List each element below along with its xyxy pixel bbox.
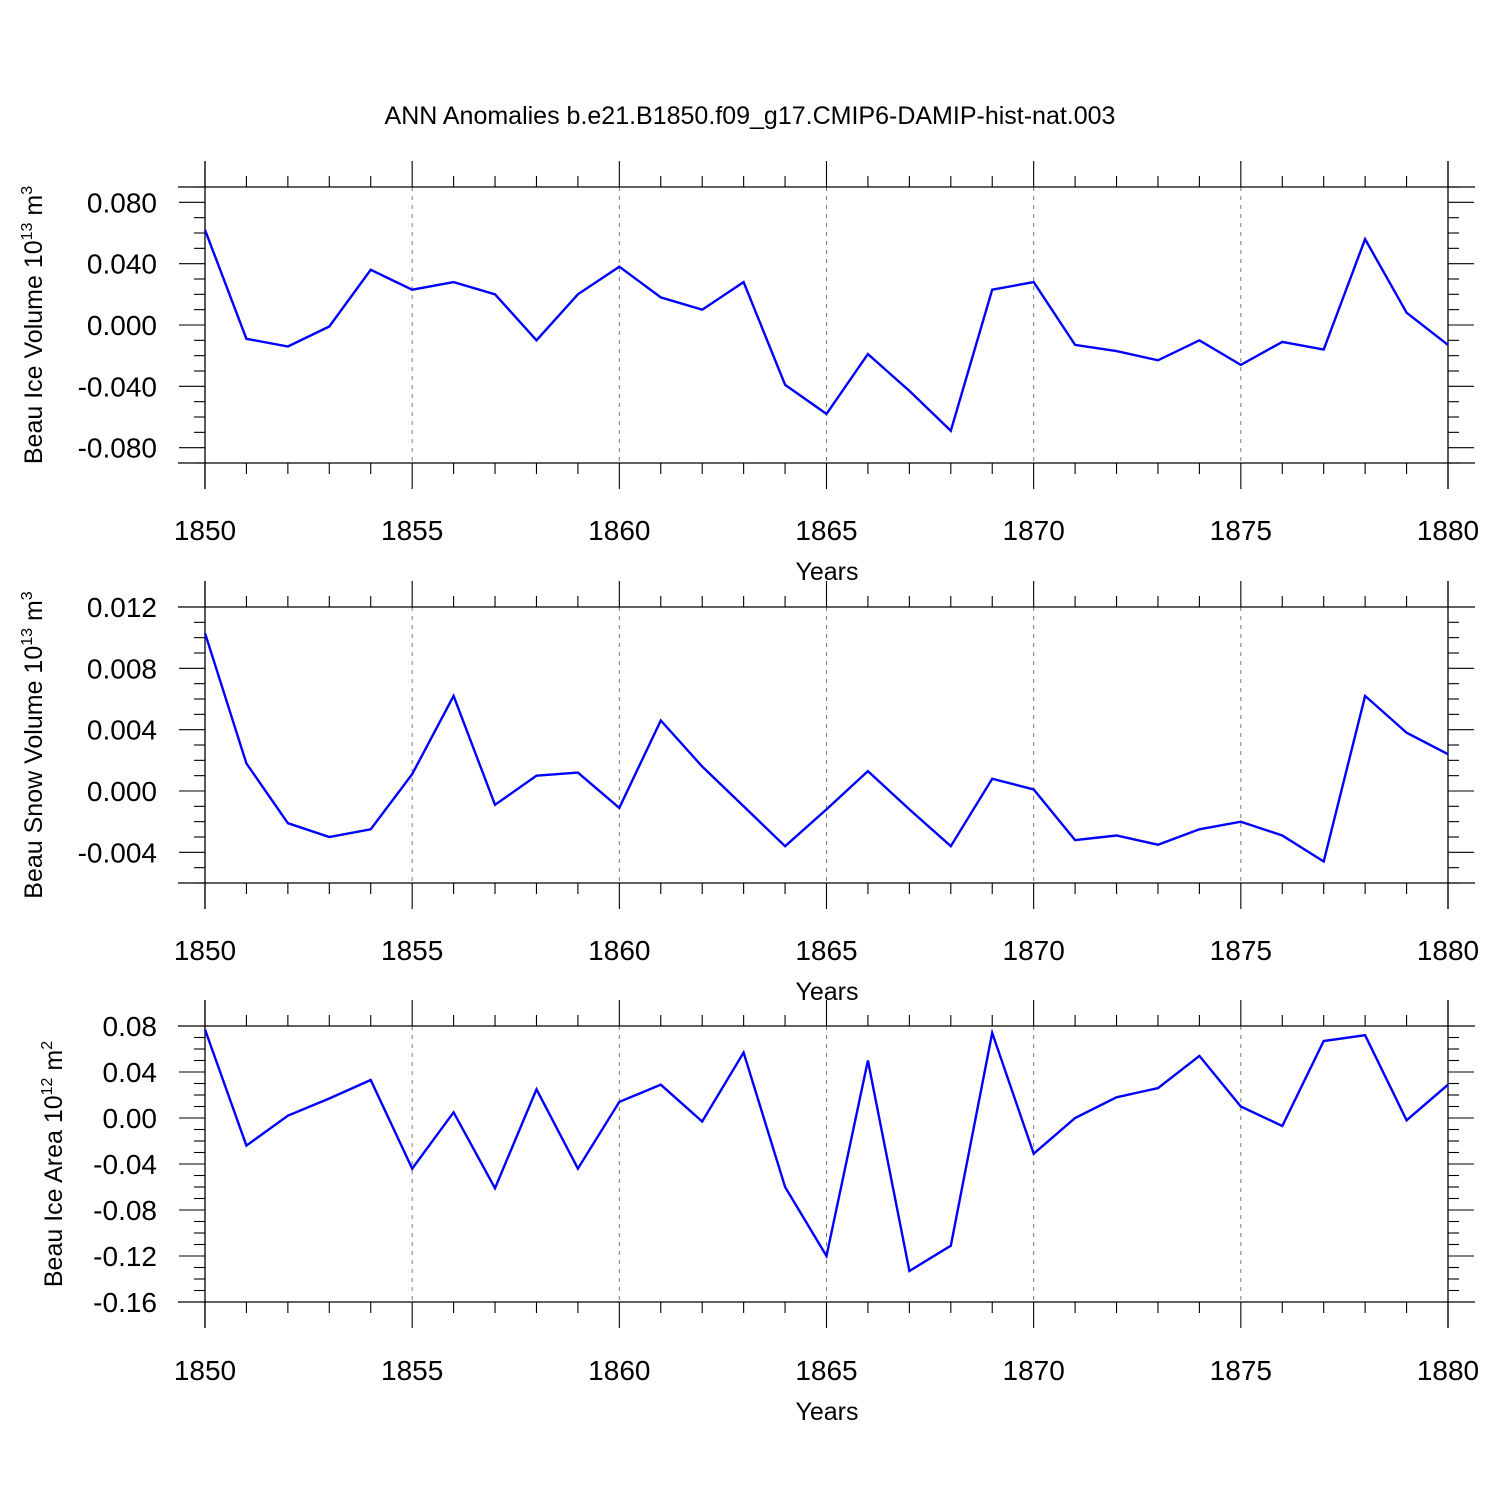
x-tick-label: 1865 <box>795 935 857 966</box>
series-line-ice-area <box>203 1028 1449 1273</box>
y-tick-label: -0.040 <box>78 371 157 402</box>
x-tick-label: 1865 <box>795 515 857 546</box>
x-tick-label: 1850 <box>174 1355 236 1386</box>
y-tick-label: -0.12 <box>93 1241 157 1272</box>
x-tick-label: 1855 <box>381 935 443 966</box>
y-tick-label: 0.000 <box>87 310 157 341</box>
y-axis-label: Beau Ice Volume 1013 m3 <box>19 186 48 464</box>
x-tick-label: 1880 <box>1417 1355 1479 1386</box>
y-axis-label: Beau Ice Area 1012 m2 <box>39 1041 68 1287</box>
panel-ice-volume: -0.080 -0.040 0.000 0.040 0.080 1850 1855 1860 1… <box>19 161 1479 586</box>
x-tick-label: 1875 <box>1210 515 1272 546</box>
x-tick-label: 1870 <box>1003 1355 1065 1386</box>
series-line-snow-volume <box>203 632 1449 864</box>
y-tick-label: -0.04 <box>93 1149 157 1180</box>
y-tick-label: 0.040 <box>87 249 157 280</box>
y-tick-label: 0.080 <box>87 187 157 218</box>
y-tick-label: 0.00 <box>103 1103 158 1134</box>
x-tick-label: 1880 <box>1417 515 1479 546</box>
x-tick-label: 1850 <box>174 935 236 966</box>
series-line-ice-volume <box>203 229 1449 434</box>
x-tick-label: 1855 <box>381 515 443 546</box>
x-tick-label: 1860 <box>588 935 650 966</box>
y-axis-label: Beau Snow Volume 1013 m3 <box>19 591 48 899</box>
y-tick-label: 0.012 <box>87 592 157 623</box>
x-tick-label: 1870 <box>1003 515 1065 546</box>
panel-snow-volume: -0.004 0.000 0.004 0.008 0.012 1850 1855 1860 18… <box>19 581 1479 1006</box>
y-tick-label: 0.04 <box>103 1057 158 1088</box>
y-tick-label: 0.008 <box>87 653 157 684</box>
y-tick-label: 0.000 <box>87 776 157 807</box>
x-tick-label: 1865 <box>795 1355 857 1386</box>
y-tick-label: -0.08 <box>93 1195 157 1226</box>
x-tick-label: 1850 <box>174 515 236 546</box>
x-tick-label: 1855 <box>381 1355 443 1386</box>
panel-ice-area: -0.16 -0.12 -0.08 -0.04 0.00 0.04 0.08 1850 1855… <box>39 1000 1479 1426</box>
y-tick-label: -0.16 <box>93 1287 157 1318</box>
y-tick-label: -0.004 <box>78 837 157 868</box>
chart-title: ANN Anomalies b.e21.B1850.f09_g17.CMIP6-… <box>385 102 1116 130</box>
x-tick-label: 1860 <box>588 515 650 546</box>
x-tick-label: 1875 <box>1210 935 1272 966</box>
y-tick-label: 0.004 <box>87 715 157 746</box>
y-tick-label: 0.08 <box>103 1011 158 1042</box>
x-tick-label: 1875 <box>1210 1355 1272 1386</box>
x-tick-label: 1870 <box>1003 935 1065 966</box>
x-tick-label: 1880 <box>1417 935 1479 966</box>
x-tick-label: 1860 <box>588 1355 650 1386</box>
x-axis-label: Years <box>795 1398 858 1426</box>
y-tick-label: -0.080 <box>78 433 157 464</box>
